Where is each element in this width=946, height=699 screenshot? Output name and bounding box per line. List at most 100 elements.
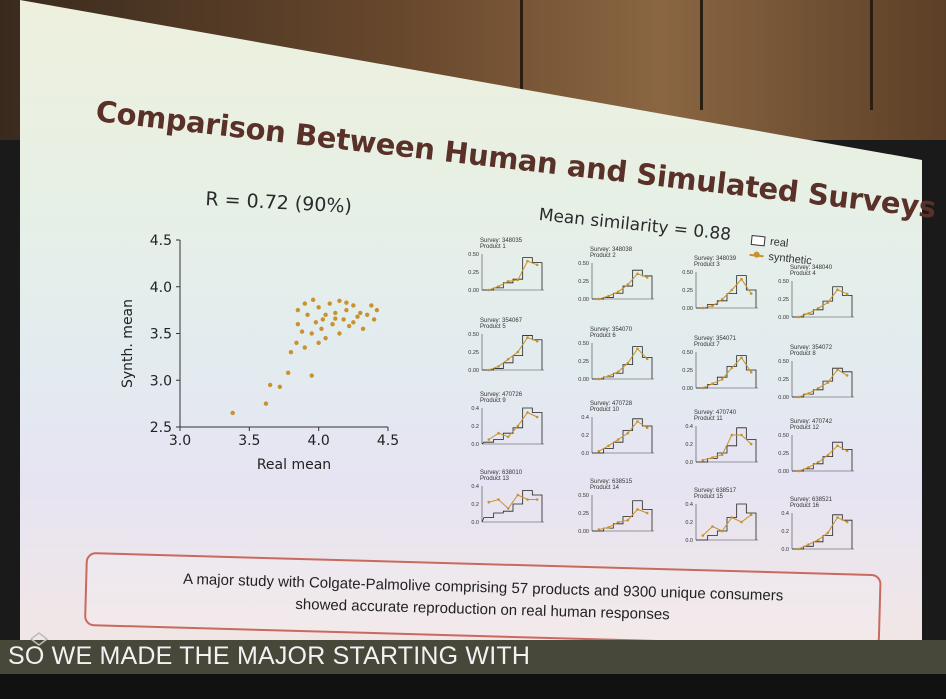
panel-y-tick-label: 0.50 (578, 261, 589, 267)
panel-y-tick-label: 0.25 (778, 451, 789, 457)
synthetic-point (836, 444, 839, 448)
scatter-point (371, 317, 377, 322)
real-distribution-step (792, 441, 853, 472)
x-tick-label: 3.5 (238, 433, 260, 449)
survey-panel-product: Product 9 (480, 398, 506, 404)
scatter-point (302, 345, 307, 350)
survey-panel: Survey: 638517 Product 15 0.4 0.2 0.0 (672, 488, 762, 546)
survey-panel-title: Survey: 638521 (790, 497, 833, 503)
scatter-point (337, 298, 342, 303)
synthetic-point (535, 263, 539, 267)
synthetic-point (516, 424, 520, 428)
panel-y-tick-label: 0.25 (778, 377, 789, 383)
synthetic-point (816, 461, 820, 464)
synthetic-point (516, 350, 520, 354)
synthetic-point (826, 531, 830, 535)
survey-panel: Survey: 638010 Product 13 0.4 0.2 0.0 (458, 470, 548, 528)
synthetic-point (487, 288, 491, 292)
y-tick-label: 2.5 (150, 420, 172, 436)
x-axis-title: Real mean (257, 457, 331, 473)
cast-icon (30, 632, 48, 646)
synthetic-point (826, 381, 830, 384)
panel-y-tick-label: 0.50 (778, 359, 789, 365)
survey-panel: Survey: 354067 Product 5 0.50 0.25 0.00 (458, 318, 548, 376)
survey-panel: Survey: 638515 Product 14 0.50 0.25 0.00 (568, 479, 658, 537)
scatter-point (305, 312, 310, 317)
survey-panel-product: Product 6 (590, 333, 616, 339)
scatter-point (295, 307, 301, 313)
scatter-point (263, 401, 269, 406)
survey-panel-title: Survey: 638517 (694, 488, 737, 494)
scatter-point (341, 317, 346, 322)
legend-real-label: real (769, 235, 789, 250)
real-distribution-step (592, 346, 653, 380)
survey-panel: Survey: 354070 Product 6 0.50 0.25 0.00 (568, 327, 658, 385)
panel-y-tick-label: 0.25 (468, 350, 479, 356)
synthetic-point (616, 290, 620, 294)
scatter-point (327, 301, 332, 306)
scatter-point (323, 335, 328, 341)
scatter-point (337, 331, 342, 336)
survey-panel-plot: 0.50 0.25 0.00 (778, 279, 854, 321)
synthetic-point (807, 312, 810, 315)
scatter-point (330, 321, 335, 327)
synthetic-point (616, 370, 620, 374)
synthetic-point (497, 498, 500, 501)
survey-panel-product: Product 14 (590, 485, 620, 491)
survey-panel-product: Product 13 (480, 476, 510, 482)
scatter-point (351, 303, 356, 308)
synthetic-point (807, 543, 810, 546)
panel-y-tick-label: 0.4 (471, 406, 479, 412)
survey-panel-product: Product 4 (790, 271, 816, 277)
panel-y-tick-label: 0.2 (581, 433, 589, 439)
survey-panel: Survey: 348039 Product 3 0.50 0.25 0.00 (672, 256, 762, 314)
synthetic-point (740, 520, 743, 524)
survey-panel-title: Survey: 638515 (590, 479, 633, 485)
panel-y-tick-label: 0.00 (778, 469, 789, 475)
synthetic-point (497, 431, 500, 435)
panel-y-tick-label: 0.0 (581, 451, 589, 457)
synthetic-point (506, 507, 510, 510)
synthetic-point (535, 339, 539, 343)
panel-y-tick-label: 0.4 (781, 511, 789, 517)
survey-panel-product: Product 10 (590, 407, 620, 413)
survey-panel-title: Survey: 354071 (694, 336, 737, 342)
x-tick-label: 4.5 (377, 433, 399, 449)
scatter-point (358, 310, 363, 316)
synthetic-point (607, 526, 610, 529)
synthetic-point (845, 292, 849, 296)
survey-panel-title: Survey: 470728 (590, 401, 633, 407)
real-distribution-step (481, 490, 543, 523)
synthetic-point (730, 433, 734, 437)
survey-panel-plot: 0.4 0.2 0.0 (581, 415, 654, 457)
synthetic-point (836, 516, 839, 519)
synthetic-point (626, 283, 630, 286)
panel-y-tick-label: 0.50 (468, 252, 479, 258)
wall-panel-seam (870, 0, 873, 110)
survey-panel-product: Product 5 (480, 324, 506, 330)
survey-panel-product: Product 8 (790, 351, 816, 357)
synthetic-point (749, 292, 753, 295)
synthetic-line (598, 273, 648, 300)
synthetic-line (702, 434, 752, 461)
survey-panel: Survey: 354071 Product 7 0.50 0.25 0.00 (672, 336, 762, 394)
panel-y-tick-label: 0.25 (468, 270, 479, 276)
synthetic-line (598, 347, 648, 380)
panel-y-tick-label: 0.50 (682, 350, 693, 356)
panel-y-tick-label: 0.00 (468, 368, 479, 374)
synthetic-point (730, 288, 734, 292)
panel-y-tick-label: 0.0 (685, 538, 693, 544)
survey-panel-product: Product 7 (694, 342, 720, 348)
synthetic-point (720, 298, 724, 301)
synthetic-point (701, 534, 705, 537)
real-distribution-step (696, 427, 757, 463)
scatter-point (344, 300, 349, 305)
real-distribution-step (592, 500, 653, 532)
synthetic-point (535, 415, 539, 419)
scatter-point (374, 307, 380, 313)
panel-y-tick-label: 0.50 (682, 270, 693, 276)
panel-y-tick-label: 0.00 (468, 288, 479, 294)
synthetic-point (626, 361, 630, 365)
panel-y-tick-label: 0.0 (781, 547, 789, 553)
